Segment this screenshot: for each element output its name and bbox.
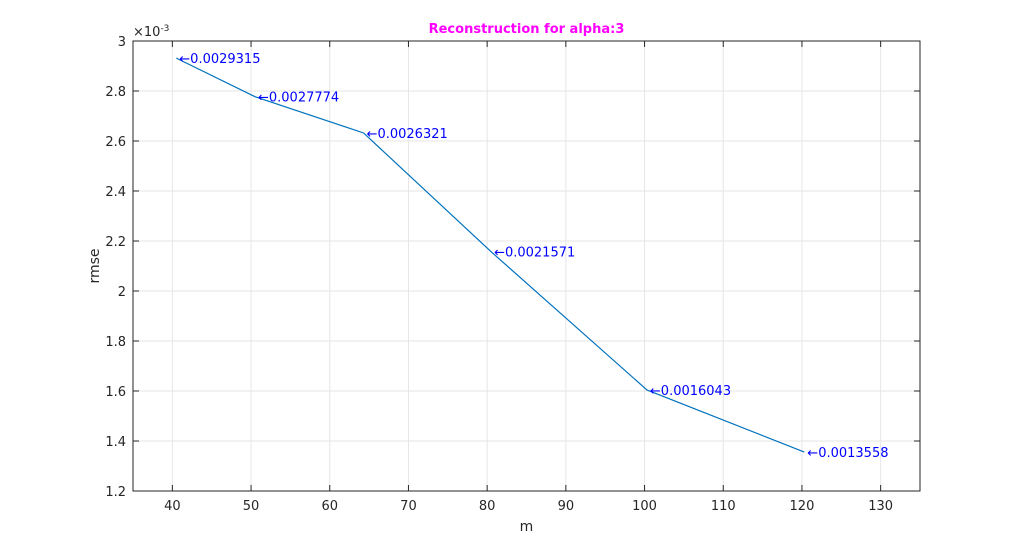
grid xyxy=(133,40,920,492)
x-tick-label: 80 xyxy=(479,499,496,514)
y-tick-label: 2.8 xyxy=(105,85,126,100)
data-label: ←0.0029315 xyxy=(179,52,260,67)
chart-title: Reconstruction for alpha:3 xyxy=(429,22,625,37)
x-tick-label: 130 xyxy=(868,499,893,514)
y-exponent-power: -3 xyxy=(160,24,169,34)
y-tick-label: 1.2 xyxy=(105,485,126,500)
y-exponent-label: ×10-3 xyxy=(133,24,169,40)
data-label: ←0.0021571 xyxy=(494,246,575,261)
y-axis-label: rmse xyxy=(87,248,103,283)
data-label: ←0.0027774 xyxy=(258,91,339,106)
x-tick-label: 50 xyxy=(243,499,260,514)
y-tick-label: 2.2 xyxy=(105,235,126,250)
x-axis-label: m xyxy=(520,519,534,535)
data-labels: ←0.0029315 ←0.0027774 ←0.0026321 ←0.0021571… xyxy=(179,52,888,461)
y-tick-label: 3 xyxy=(118,35,126,50)
data-label: ←0.0016043 xyxy=(650,384,731,399)
y-tick-label: 1.6 xyxy=(105,385,126,400)
data-label: ←0.0026321 xyxy=(367,127,448,142)
x-tick-label: 90 xyxy=(558,499,575,514)
y-tick-label: 1.8 xyxy=(105,335,126,350)
x-tick-label: 70 xyxy=(400,499,417,514)
y-exponent-base: ×10 xyxy=(133,25,160,40)
y-tick-label: 2 xyxy=(118,285,126,300)
y-tick-label: 1.4 xyxy=(105,435,126,450)
y-tick-label: 2.4 xyxy=(105,185,126,200)
x-tick-label: 110 xyxy=(711,499,736,514)
x-tick-label: 120 xyxy=(790,499,815,514)
y-tick-label: 2.6 xyxy=(105,135,126,150)
x-tick-label: 100 xyxy=(632,499,657,514)
data-label: ←0.0013558 xyxy=(807,446,888,461)
x-axis: 40 50 60 70 80 90 100 110 120 130 xyxy=(164,41,893,514)
series-line xyxy=(176,57,805,453)
x-tick-label: 60 xyxy=(321,499,338,514)
x-tick-label: 40 xyxy=(164,499,181,514)
axes-box xyxy=(132,40,921,492)
y-axis: 1.2 1.4 1.6 1.8 2 2.2 2.4 2.6 2.8 3 xyxy=(105,35,920,500)
